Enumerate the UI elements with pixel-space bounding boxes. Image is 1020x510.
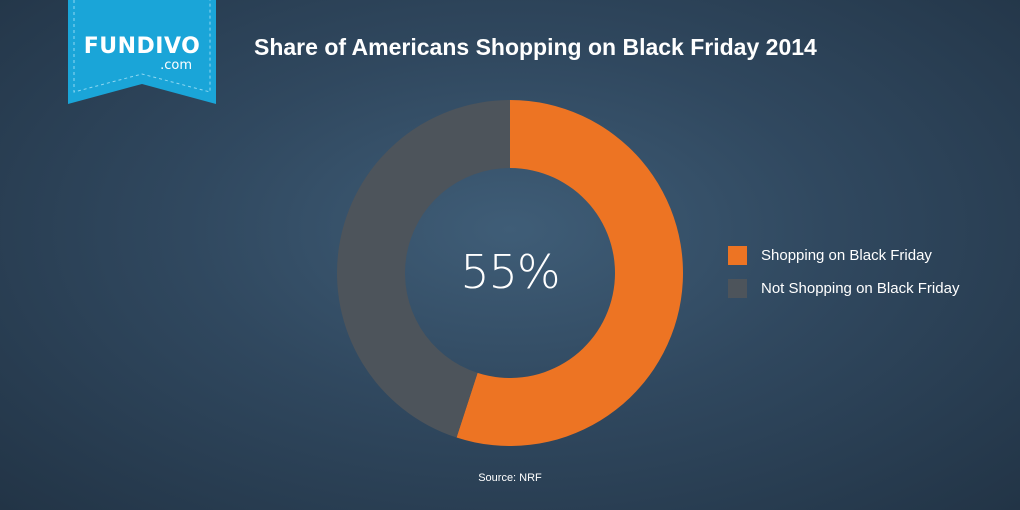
source-note: Source: NRF [478,472,542,484]
legend-item-not-shopping: Not Shopping on Black Friday [728,277,959,299]
donut-slice-shopping [456,100,684,447]
legend-item-shopping: Shopping on Black Friday [728,244,959,266]
legend-swatch-shopping [728,245,747,265]
logo-suffix: .com [160,58,192,73]
legend-label-not-shopping: Not Shopping on Black Friday [761,279,960,297]
logo-name: FUNDIVO [83,34,201,59]
legend-swatch-not-shopping [728,278,747,298]
legend: Shopping on Black Friday Not Shopping on… [728,244,959,310]
fundivo-logo: FUNDIVO .com [68,0,216,104]
legend-label-shopping: Shopping on Black Friday [761,246,932,264]
donut-slice-not-shopping [337,100,510,438]
chart-title: Share of Americans Shopping on Black Fri… [254,34,817,60]
center-percentage: 55% [460,245,560,299]
